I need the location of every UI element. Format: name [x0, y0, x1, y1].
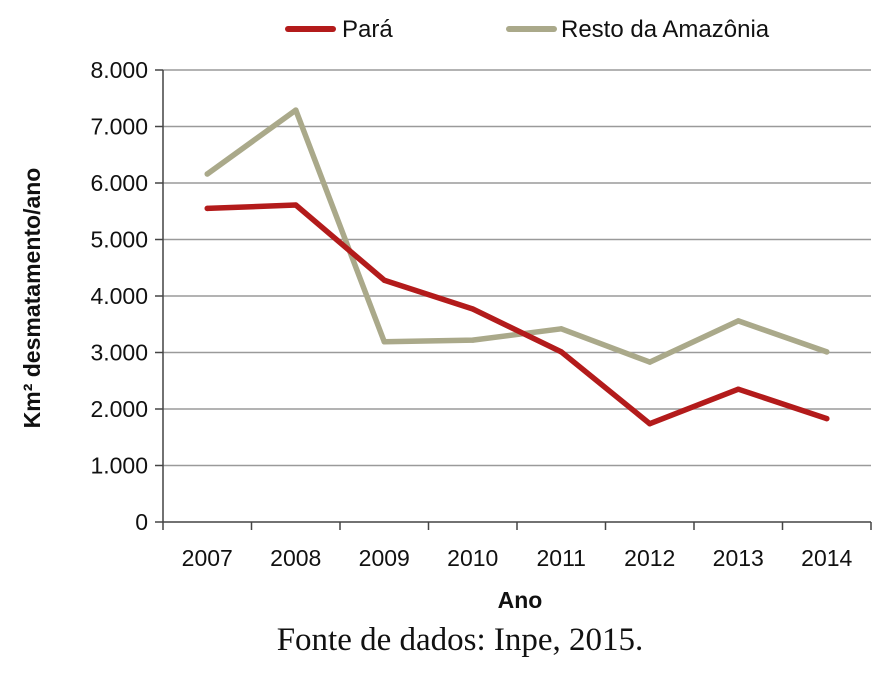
x-tick-label: 2011: [537, 545, 586, 571]
data-point: [204, 205, 210, 212]
y-tick-label: 5.000: [90, 227, 148, 253]
x-tick-label: 2007: [182, 545, 233, 571]
gridlines: [163, 69, 871, 467]
y-tick-label: 7.000: [90, 114, 148, 140]
data-point: [293, 202, 299, 208]
y-tick-label: 8.000: [90, 57, 148, 83]
y-tick-label: 0: [135, 509, 148, 535]
data-point: [824, 415, 830, 422]
x-tick-label: 2012: [624, 545, 675, 571]
source-note: Fonte de dados: Inpe, 2015.: [276, 622, 644, 658]
y-tick-label: 4.000: [90, 283, 148, 309]
series-line-resto-da-amaz-nia: [204, 107, 830, 365]
x-axis-title: Ano: [498, 587, 543, 613]
data-point: [381, 277, 387, 283]
legend-label: Resto da Amazônia: [561, 16, 770, 43]
data-point: [204, 171, 210, 177]
data-point: [558, 349, 564, 355]
y-tick-label: 6.000: [90, 170, 148, 196]
data-point: [470, 306, 476, 312]
data-point: [824, 349, 830, 355]
data-point: [558, 326, 564, 332]
legend-item: Pará: [285, 16, 393, 43]
data-point: [735, 318, 741, 324]
x-tick-label: 2009: [359, 545, 410, 571]
x-tick-label: 2013: [713, 545, 764, 571]
data-point: [470, 337, 476, 343]
y-tick-label: 2.000: [90, 396, 148, 422]
y-axis-title: Km² desmatamento/ano: [19, 168, 45, 429]
y-tick-label: 3.000: [90, 340, 148, 366]
x-axis-ticks: 2007 2008 2009 2010 2011 2012 2013 2014: [162, 522, 872, 571]
data-point: [647, 420, 653, 427]
legend-label: Pará: [342, 16, 393, 43]
data-point: [735, 386, 741, 392]
y-axis-ticks: 0 1.000 2.000 3.000 4.000 5.000 6.000 7.000 8.00…: [90, 57, 163, 535]
data-point: [381, 339, 387, 345]
y-tick-label: 1.000: [90, 453, 148, 479]
data-point: [293, 107, 299, 113]
series-line-par-: [204, 202, 830, 427]
data-point: [647, 359, 653, 365]
x-tick-label: 2008: [270, 545, 321, 571]
x-tick-label: 2014: [801, 545, 852, 571]
legend-item: Resto da Amazônia: [506, 16, 770, 43]
legend: Pará Resto da Amazônia: [285, 16, 770, 43]
series-layer: [204, 107, 830, 427]
x-tick-label: 2010: [447, 545, 498, 571]
